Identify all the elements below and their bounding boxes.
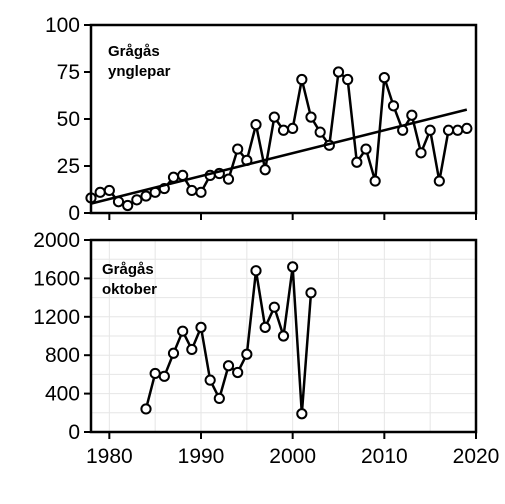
- data-point: [369, 175, 381, 187]
- data-point: [406, 109, 418, 121]
- data-point: [232, 366, 244, 379]
- data-point: [268, 111, 280, 123]
- y-tick-label: 100: [45, 14, 80, 37]
- data-point: [351, 156, 363, 168]
- trend-line: [90, 108, 468, 205]
- y-tick-label: 25: [57, 155, 80, 178]
- data-point: [268, 301, 280, 313]
- data-point: [342, 73, 354, 86]
- data-point: [296, 408, 308, 420]
- panel-label: oktober: [102, 281, 157, 298]
- data-point: [360, 143, 372, 155]
- data-point: [287, 261, 299, 273]
- y-tick-label: 75: [57, 61, 80, 84]
- data-point: [305, 287, 317, 299]
- chart-panel-october: 0 400 800 1200 1600 2000 1980 1990 2000 2010 2020 G…: [33, 229, 499, 468]
- data-point: [259, 321, 271, 333]
- data-point: [195, 186, 207, 198]
- data-point: [296, 73, 308, 86]
- x-tick-label: 2010: [361, 445, 408, 468]
- plot-frame: [89, 23, 478, 215]
- data-point: [140, 190, 152, 202]
- series-line: [90, 70, 468, 207]
- data-point: [222, 360, 235, 372]
- data-point: [232, 143, 244, 155]
- data-point: [213, 392, 225, 404]
- y-tick-label: 800: [45, 344, 80, 367]
- data-point: [167, 171, 180, 183]
- data-point: [167, 347, 180, 359]
- data-point: [442, 124, 455, 136]
- y-tick-label: 400: [45, 383, 80, 406]
- panel-label: Grågås: [102, 261, 154, 278]
- data-point: [131, 194, 143, 206]
- data-point: [103, 184, 115, 197]
- data-point: [277, 330, 290, 342]
- data-point: [415, 147, 427, 159]
- chart-panel-breeding-pairs: 0 25 50 75 100 Grågås ynglepar: [45, 14, 478, 225]
- x-tick-label: 1980: [86, 445, 133, 468]
- data-point: [387, 100, 400, 112]
- data-point: [158, 370, 170, 382]
- x-tick-label: 1990: [178, 445, 225, 468]
- y-tick-label: 2000: [33, 229, 80, 252]
- data-point: [259, 164, 271, 176]
- data-point: [241, 348, 253, 360]
- data-point: [222, 173, 235, 185]
- y-tick-label: 0: [68, 421, 80, 444]
- y-tick-label: 1600: [33, 267, 80, 290]
- data-point: [186, 184, 198, 197]
- data-point: [195, 321, 207, 333]
- panel-label: Grågås: [108, 43, 160, 60]
- data-point: [305, 111, 317, 123]
- data-point: [287, 122, 299, 134]
- data-point: [378, 72, 390, 84]
- data-point: [177, 325, 189, 337]
- data-point: [204, 374, 216, 386]
- y-tick-label: 0: [68, 202, 80, 225]
- data-point: [314, 126, 326, 138]
- data-point: [461, 122, 473, 134]
- data-point: [250, 119, 262, 131]
- data-point: [94, 186, 106, 198]
- data-point: [277, 124, 290, 136]
- data-point: [122, 199, 134, 212]
- data-point: [452, 124, 464, 136]
- data-point: [186, 343, 198, 356]
- x-tick-label: 2000: [269, 445, 316, 468]
- y-tick-label: 1200: [33, 306, 80, 329]
- data-point: [433, 175, 445, 187]
- y-tick-label: 50: [57, 108, 80, 131]
- data-point: [424, 124, 436, 136]
- data-point: [332, 66, 345, 78]
- data-point: [250, 265, 262, 277]
- x-tick-label: 2020: [453, 445, 500, 468]
- panel-label: ynglepar: [108, 63, 171, 80]
- data-point: [149, 367, 161, 380]
- data-point: [140, 403, 152, 415]
- plot-frame: [89, 238, 478, 434]
